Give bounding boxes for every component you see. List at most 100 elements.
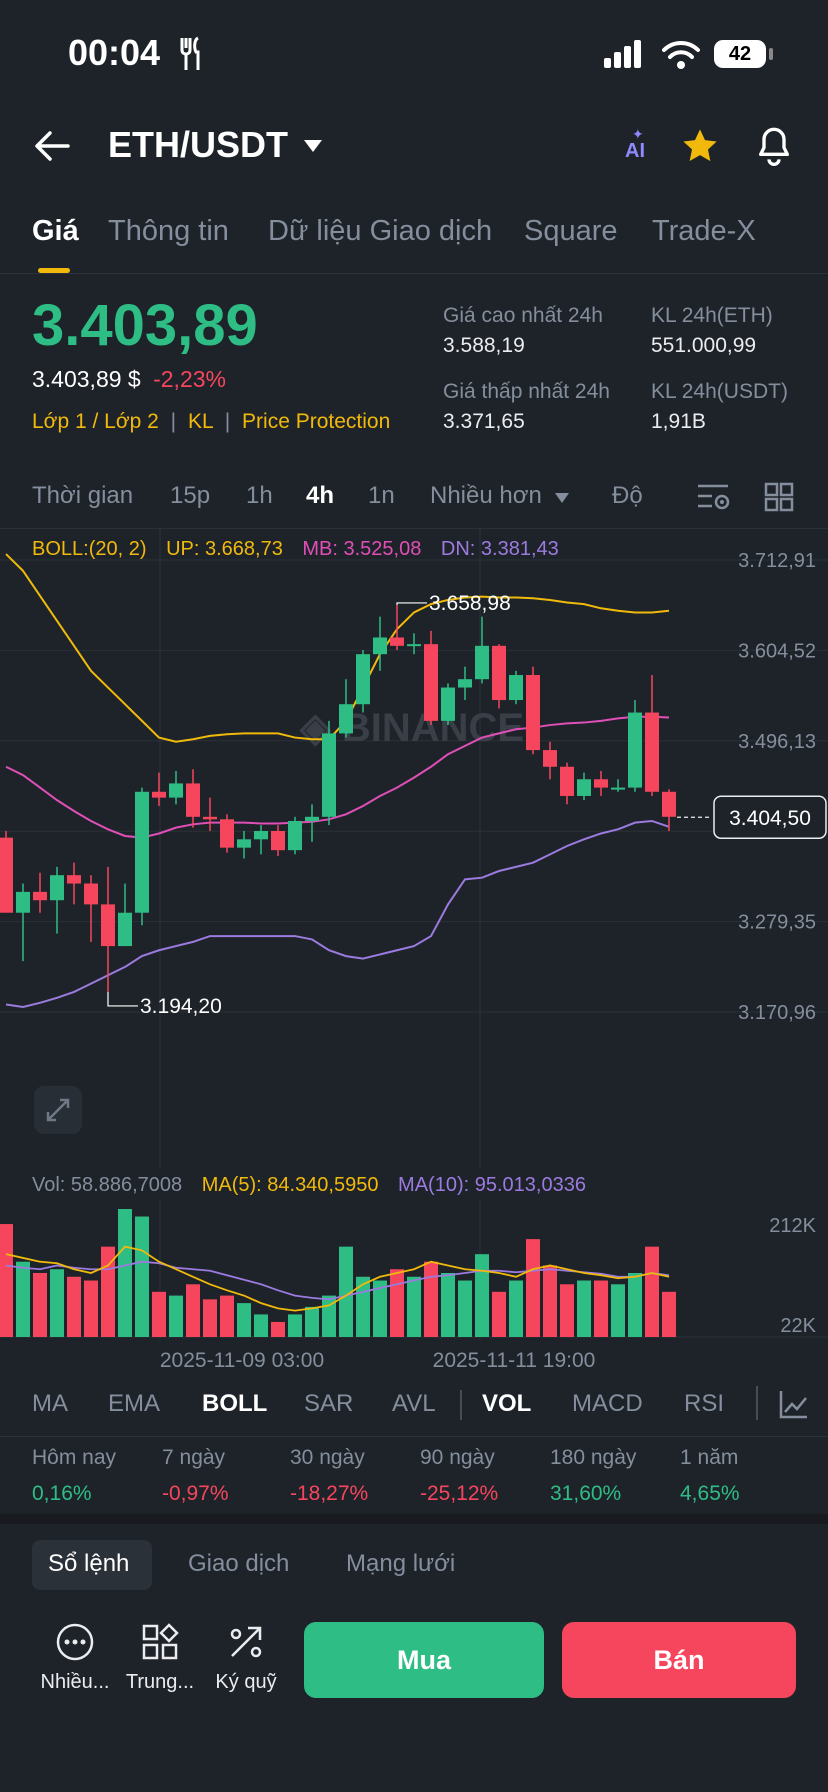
volume-bar: [526, 1239, 540, 1337]
ind-ma[interactable]: MA: [32, 1390, 68, 1417]
tf-4h[interactable]: 4h: [306, 482, 335, 509]
tab-thong-tin[interactable]: Thông tin: [108, 215, 229, 247]
boll-middle-line: [5, 715, 670, 839]
pair-title[interactable]: ETH/USDT: [108, 124, 288, 165]
volume-bar: [0, 1224, 13, 1337]
margin-action[interactable]: Ký quỹ: [206, 1622, 286, 1694]
candle-body: [662, 791, 676, 817]
indicator-settings-icon[interactable]: [778, 1388, 810, 1420]
boll-upper-line: [5, 553, 670, 743]
candle-body: [271, 830, 285, 851]
tab-gia[interactable]: Giá: [32, 215, 79, 247]
tab-square[interactable]: Square: [524, 215, 618, 247]
candle-body: [628, 712, 642, 788]
tab-trade-x[interactable]: Trade-X: [652, 215, 756, 247]
candle-body: [169, 783, 183, 798]
boll-legend: BOLL:(20, 2) UP: 3.668,73 MB: 3.525,08 D…: [32, 538, 559, 561]
x-axis-label: 2025-11-09 03:00: [160, 1349, 324, 1372]
tab-network[interactable]: Mạng lưới: [346, 1550, 456, 1577]
ind-ema[interactable]: EMA: [108, 1390, 161, 1417]
ind-macd[interactable]: MACD: [572, 1390, 643, 1417]
perf-label: 30 ngày: [290, 1446, 365, 1469]
vol-eth-value: 551.000,99: [651, 334, 757, 357]
volume-bar: [390, 1269, 404, 1337]
candle-body: [0, 837, 13, 913]
volume-bar: [84, 1280, 98, 1337]
tag-price-protection[interactable]: Price Protection: [242, 410, 391, 433]
bell-icon[interactable]: [754, 124, 794, 168]
convert-action[interactable]: Trung...: [120, 1622, 200, 1694]
chart-top-divider: [0, 528, 828, 529]
tag-layer[interactable]: Lớp 1 / Lớp 2: [32, 410, 159, 433]
more-action[interactable]: Nhiều...: [36, 1622, 114, 1694]
pair-dropdown-icon[interactable]: [302, 138, 324, 154]
buy-button[interactable]: Mua: [304, 1622, 544, 1698]
ai-button[interactable]: ✦ AI: [625, 126, 645, 162]
ind-rsi[interactable]: RSI: [684, 1390, 725, 1417]
more-dropdown-icon[interactable]: [554, 492, 570, 504]
candle-body: [33, 891, 47, 901]
watermark-binance: ◈ BINANCE: [299, 706, 524, 750]
sell-button[interactable]: Bán: [562, 1622, 796, 1698]
volume-bar: [594, 1280, 608, 1337]
y-tick-label: 3.496,13: [738, 731, 816, 753]
tf-15p[interactable]: 15p: [170, 482, 211, 509]
perf-value: 4,65%: [680, 1482, 740, 1505]
perf-value: -18,27%: [290, 1482, 369, 1505]
back-arrow-icon[interactable]: [34, 130, 74, 162]
tf-more[interactable]: Nhiều hơn: [430, 482, 542, 509]
star-icon[interactable]: [680, 126, 720, 166]
volume-bar: [492, 1291, 506, 1337]
volume-bar: [645, 1246, 659, 1337]
tag-kl[interactable]: KL: [187, 410, 213, 433]
volume-bar: [339, 1246, 353, 1337]
perf-value: 31,60%: [550, 1482, 622, 1505]
volume-ma10-line: [5, 1260, 670, 1301]
section-gap: [0, 1514, 828, 1524]
ind-vol[interactable]: VOL: [482, 1390, 532, 1417]
low-value: 3.371,65: [443, 410, 525, 433]
ind-avl[interactable]: AVL: [392, 1390, 436, 1417]
y-tick-label: 3.279,35: [738, 912, 816, 934]
ind-sar[interactable]: SAR: [304, 1390, 354, 1417]
candle-body: [101, 904, 115, 947]
expand-chart-button[interactable]: [34, 1086, 82, 1134]
volume-bar: [288, 1314, 302, 1337]
chart-settings-icon[interactable]: [696, 480, 730, 514]
volume-bar: [458, 1280, 472, 1337]
volume-bar: [441, 1273, 455, 1337]
battery-level: 42: [728, 42, 752, 65]
tf-1h[interactable]: 1h: [246, 482, 273, 509]
tf-time[interactable]: Thời gian: [32, 482, 134, 509]
price-chart[interactable]: ◈ BINANCE 3.712,91 3.604,52 3.496,13 3.279,3…: [0, 528, 828, 1168]
ind-boll[interactable]: BOLL: [202, 1390, 268, 1417]
vol-ma5: MA(5): 84.340,5950: [201, 1174, 379, 1196]
candle-body: [288, 820, 302, 851]
candle-body: [475, 645, 489, 680]
volume-chart[interactable]: 212K 22K 2025-11-09 03:00 2025-11-11 19:00: [0, 1200, 828, 1380]
high-value: 3.588,19: [443, 334, 525, 357]
volume-bar: [356, 1276, 370, 1337]
candle-body: [135, 791, 149, 913]
tab-trades[interactable]: Giao dịch: [188, 1550, 290, 1577]
volume-bar: [424, 1261, 438, 1337]
tab-order-book[interactable]: Sổ lệnh: [48, 1550, 130, 1577]
candle-body: [560, 766, 574, 796]
volume-bar: [628, 1273, 642, 1337]
volume-bar: [152, 1291, 166, 1337]
candle-body: [373, 637, 387, 655]
high-marker-label: 3.658,98: [429, 592, 511, 615]
grid-layout-icon[interactable]: [764, 482, 794, 512]
tf-1n[interactable]: 1n: [368, 482, 395, 509]
y-tick-label: 3.604,52: [738, 640, 816, 662]
tab-du-lieu-giao-dich[interactable]: Dữ liệu Giao dịch: [268, 215, 493, 247]
tf-depth[interactable]: Độ: [612, 482, 643, 509]
action-bar: Nhiều... Trung... Ký quỹ Mua Bán: [0, 1604, 828, 1792]
candle-body: [16, 891, 30, 913]
tab-order-book-bg: [32, 1540, 152, 1590]
margin-label: Ký quỹ: [215, 1671, 277, 1693]
volume-bar: [543, 1265, 557, 1337]
volume-bar: [67, 1276, 81, 1337]
perf-label: 7 ngày: [162, 1446, 226, 1469]
candle-body: [577, 779, 591, 796]
